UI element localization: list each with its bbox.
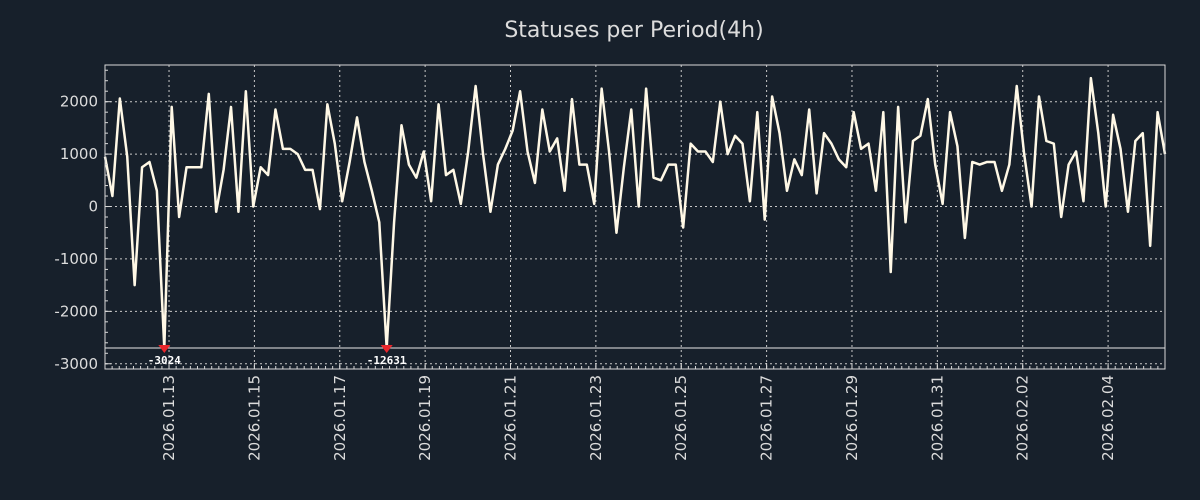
x-tick-label: 2026.01.17 <box>331 375 349 461</box>
x-tick-label: 2026.01.23 <box>587 375 605 461</box>
chart-title: Statuses per Period(4h) <box>504 18 763 43</box>
clip-marker-label: -12631 <box>367 354 407 367</box>
y-axis: 2000 1000 0 -1000 -2000 -3000 <box>54 69 111 373</box>
grid <box>105 65 1165 369</box>
x-tick-label: 2026.01.15 <box>245 375 263 461</box>
x-axis: 2026.01.13 2026.01.15 2026.01.17 2026.01.19… <box>104 363 1166 461</box>
x-tick-label: 2026.01.29 <box>843 375 861 461</box>
x-tick-label: 2026.01.31 <box>928 375 946 461</box>
clip-marker-label: -3024 <box>148 354 181 367</box>
clip-marker <box>380 345 393 354</box>
x-tick-label: 2026.01.27 <box>758 375 776 461</box>
series-line-statuses <box>103 76 1167 350</box>
x-tick-label: 2026.01.21 <box>502 375 520 461</box>
x-tick-label: 2026.02.02 <box>1014 375 1032 461</box>
x-tick-label: 2026.01.25 <box>672 375 690 461</box>
x-tick-label: 2026.01.13 <box>160 375 178 461</box>
y-tick-label: -2000 <box>54 302 98 320</box>
y-tick-label: 1000 <box>60 145 98 163</box>
x-tick-label: 2026.01.19 <box>416 375 434 461</box>
clip-markers: -3024 -12631 <box>148 345 407 367</box>
y-tick-label: 0 <box>88 198 98 216</box>
x-tick-label: 2026.02.04 <box>1099 375 1117 461</box>
clip-marker <box>158 345 171 354</box>
y-tick-label: -1000 <box>54 250 98 268</box>
y-tick-label: -3000 <box>54 355 98 373</box>
plot-frame <box>104 64 1166 370</box>
y-tick-label: 2000 <box>60 93 98 111</box>
